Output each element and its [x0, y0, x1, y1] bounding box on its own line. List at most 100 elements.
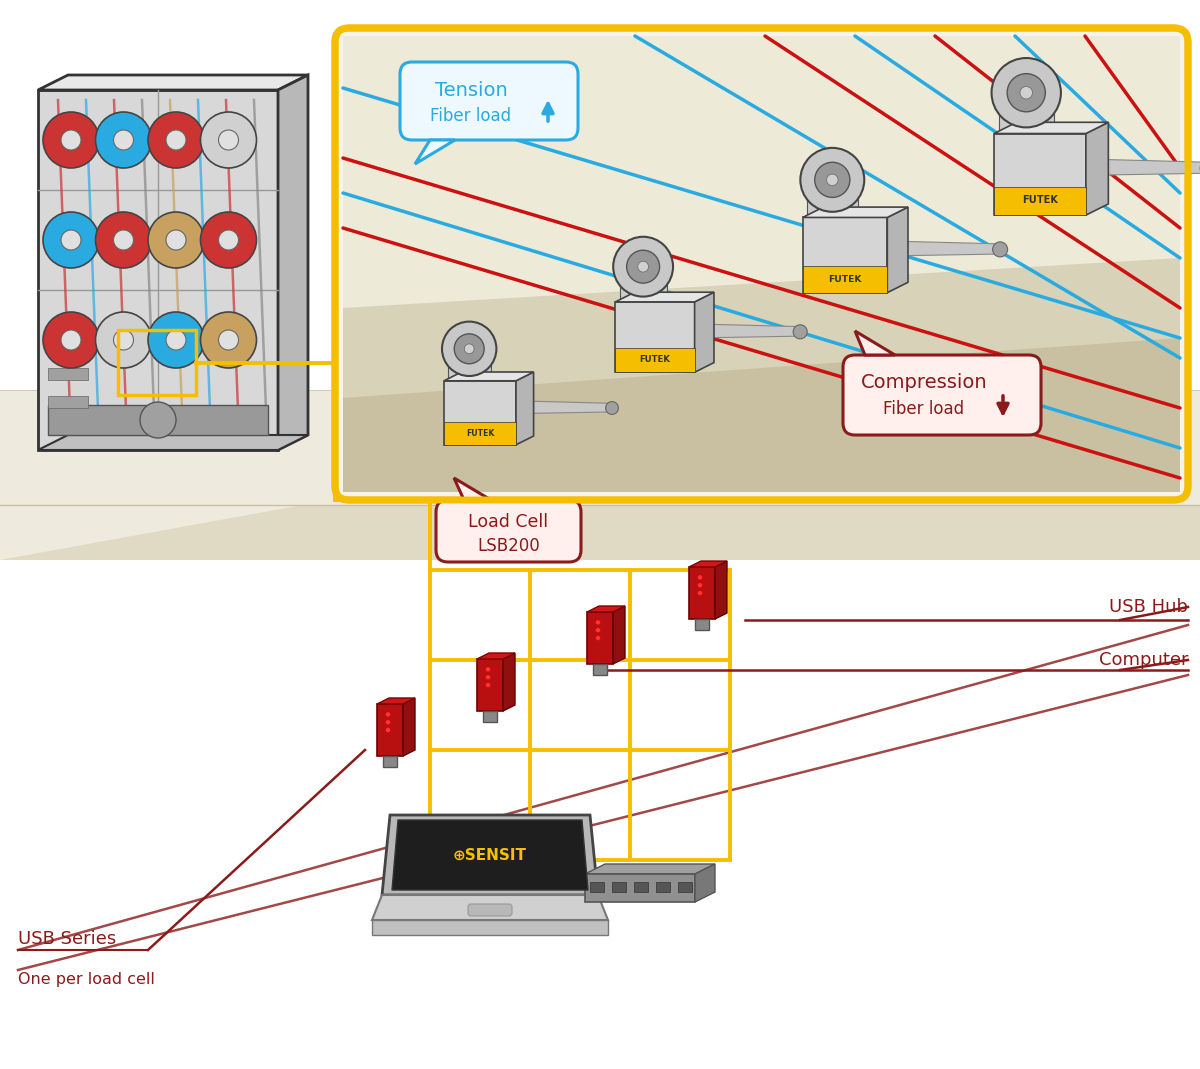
Circle shape	[148, 212, 204, 268]
Polygon shape	[0, 505, 1200, 560]
FancyBboxPatch shape	[48, 396, 88, 408]
Circle shape	[991, 58, 1061, 127]
Polygon shape	[695, 619, 709, 631]
Circle shape	[96, 112, 151, 168]
FancyBboxPatch shape	[842, 355, 1042, 435]
Polygon shape	[377, 704, 403, 756]
Polygon shape	[803, 266, 887, 293]
Polygon shape	[887, 241, 996, 255]
FancyBboxPatch shape	[678, 882, 692, 892]
Circle shape	[595, 635, 600, 640]
Polygon shape	[48, 405, 268, 435]
Polygon shape	[343, 258, 1180, 492]
Circle shape	[218, 130, 239, 150]
Polygon shape	[616, 301, 695, 372]
Circle shape	[1020, 87, 1032, 99]
FancyBboxPatch shape	[48, 340, 88, 352]
Circle shape	[114, 130, 133, 150]
Polygon shape	[516, 372, 534, 445]
Polygon shape	[372, 895, 608, 920]
Polygon shape	[803, 217, 887, 293]
Circle shape	[992, 242, 1008, 257]
Polygon shape	[587, 611, 613, 664]
Circle shape	[385, 712, 390, 717]
Polygon shape	[1086, 159, 1200, 175]
Polygon shape	[0, 390, 330, 560]
FancyBboxPatch shape	[436, 500, 581, 562]
FancyBboxPatch shape	[400, 62, 578, 140]
Text: LSB200: LSB200	[478, 537, 540, 555]
Polygon shape	[343, 338, 1180, 492]
Polygon shape	[343, 36, 1180, 492]
Polygon shape	[482, 711, 497, 723]
Circle shape	[61, 130, 82, 150]
Circle shape	[43, 312, 98, 368]
Polygon shape	[619, 284, 667, 301]
Polygon shape	[593, 664, 607, 676]
Text: Computer: Computer	[1098, 651, 1188, 669]
Polygon shape	[415, 140, 455, 164]
Polygon shape	[689, 561, 727, 567]
Polygon shape	[616, 292, 714, 301]
Polygon shape	[444, 381, 516, 445]
Polygon shape	[0, 390, 1200, 505]
Text: Tension: Tension	[434, 80, 508, 99]
Circle shape	[697, 590, 702, 595]
Polygon shape	[586, 864, 715, 874]
Polygon shape	[586, 874, 695, 902]
Circle shape	[613, 236, 673, 296]
Circle shape	[200, 212, 257, 268]
Polygon shape	[0, 460, 1200, 530]
Circle shape	[200, 112, 257, 168]
Circle shape	[43, 112, 98, 168]
FancyBboxPatch shape	[612, 882, 626, 892]
Polygon shape	[715, 561, 727, 619]
Polygon shape	[695, 292, 714, 372]
Text: FUTEK: FUTEK	[1022, 196, 1058, 205]
FancyBboxPatch shape	[48, 368, 88, 379]
Polygon shape	[994, 122, 1109, 134]
Circle shape	[486, 682, 491, 687]
Circle shape	[166, 330, 186, 350]
Polygon shape	[383, 756, 397, 768]
Polygon shape	[382, 815, 598, 895]
Polygon shape	[994, 187, 1086, 215]
Polygon shape	[854, 331, 895, 355]
Circle shape	[218, 330, 239, 350]
Circle shape	[385, 728, 390, 732]
Circle shape	[1007, 74, 1045, 112]
Polygon shape	[587, 606, 625, 611]
Circle shape	[166, 230, 186, 250]
Circle shape	[96, 312, 151, 368]
Circle shape	[140, 402, 176, 438]
Circle shape	[793, 325, 808, 339]
Polygon shape	[444, 372, 534, 381]
Circle shape	[114, 330, 133, 350]
Text: FUTEK: FUTEK	[828, 275, 862, 283]
Circle shape	[455, 334, 484, 363]
Polygon shape	[38, 90, 278, 450]
Polygon shape	[392, 820, 588, 890]
Text: One per load cell: One per load cell	[18, 972, 155, 987]
Polygon shape	[994, 134, 1086, 215]
Circle shape	[61, 330, 82, 350]
Circle shape	[114, 230, 133, 250]
Circle shape	[595, 628, 600, 633]
Polygon shape	[454, 478, 491, 500]
FancyBboxPatch shape	[468, 904, 512, 916]
Circle shape	[442, 322, 497, 376]
Polygon shape	[1000, 113, 1054, 134]
Text: Fiber load: Fiber load	[431, 107, 511, 125]
Polygon shape	[613, 606, 625, 664]
FancyBboxPatch shape	[590, 882, 604, 892]
Circle shape	[486, 675, 491, 680]
Polygon shape	[377, 698, 415, 704]
Polygon shape	[278, 75, 308, 450]
Circle shape	[385, 719, 390, 725]
Circle shape	[697, 575, 702, 579]
Circle shape	[148, 112, 204, 168]
Circle shape	[218, 230, 239, 250]
Circle shape	[606, 402, 618, 415]
FancyBboxPatch shape	[634, 882, 648, 892]
Circle shape	[800, 148, 864, 212]
